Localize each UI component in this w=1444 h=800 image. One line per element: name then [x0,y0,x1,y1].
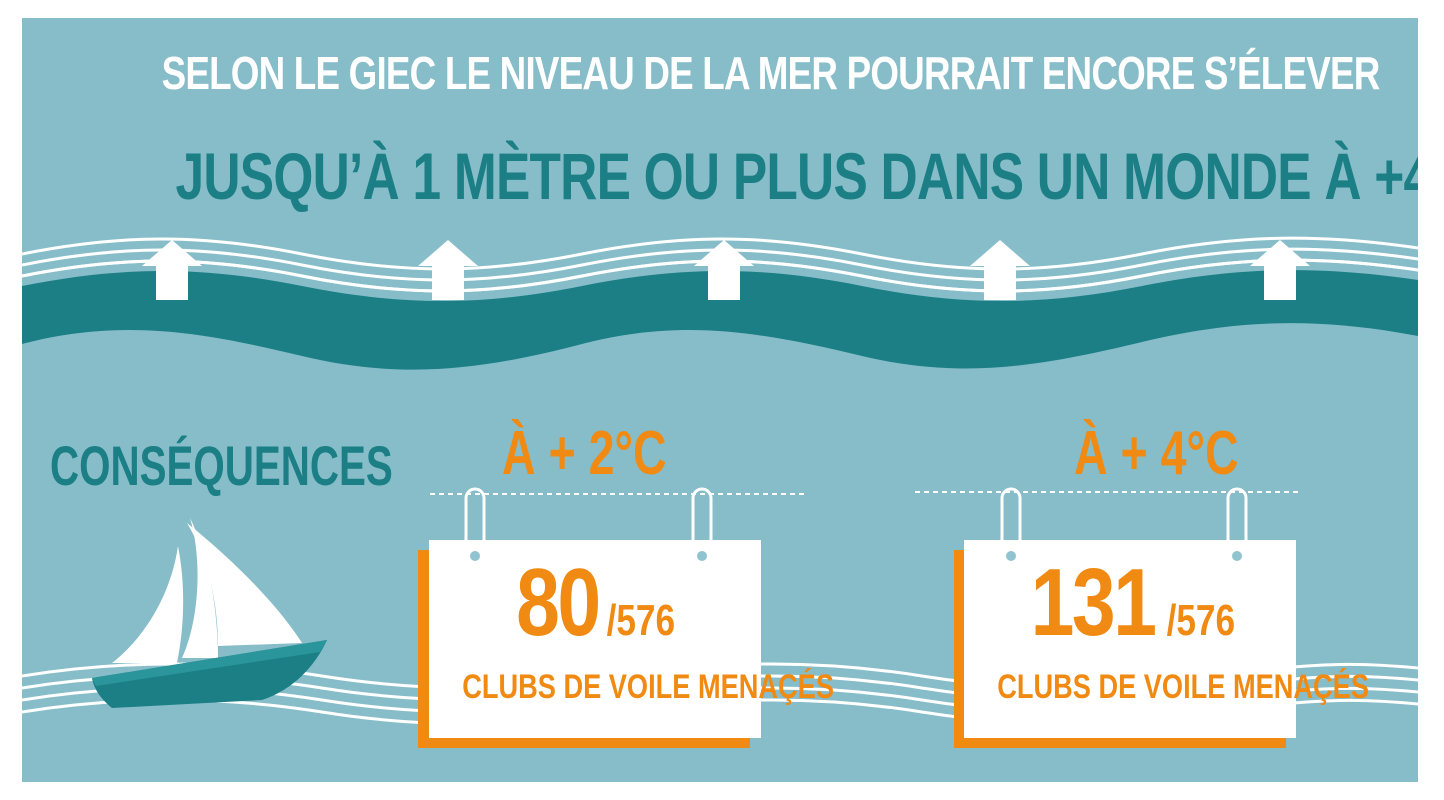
card-caption-4c: CLUBS DE VOILE MENAÇÉS [997,668,1369,706]
total-count-4c: /576 [1166,596,1235,645]
infographic: SELON LE GIEC LE NIVEAU DE LA MER POURRA… [22,18,1418,782]
up-arrow-icon [694,240,754,300]
card-2c: 80/576 CLUBS DE VOILE MENAÇÉS [429,540,834,738]
scenario-label-2c: À + 2°C [502,419,667,488]
threatened-count-4c: 131 [1030,549,1156,656]
card-value-2c: 80/576 [429,548,761,658]
card-4c: 131/576 CLUBS DE VOILE MENAÇÉS [964,540,1369,738]
up-arrow-icon [970,240,1030,300]
headline-primary: SELON LE GIEC LE NIVEAU DE LA MER POURRA… [161,47,1381,99]
threatened-count-2c: 80 [515,549,601,656]
up-arrow-icon [418,240,478,300]
up-arrow-icon [142,240,202,300]
card-value-4c: 131/576 [964,548,1296,658]
up-arrow-icons [142,240,1310,300]
sailboat-icon [92,518,327,708]
scenario-label-4c: À + 4°C [1074,419,1239,488]
headline-secondary: JUSQU’À 1 MÈTRE OU PLUS DANS UN MONDE À … [175,139,1418,213]
up-arrow-icon [1250,240,1310,300]
total-count-2c: /576 [606,596,675,645]
sea-band [22,270,1418,370]
card-caption-2c: CLUBS DE VOILE MENAÇÉS [462,668,834,706]
consequences-title: CONSÉQUENCES [50,434,393,497]
upper-wave-lines-front [22,258,1418,293]
